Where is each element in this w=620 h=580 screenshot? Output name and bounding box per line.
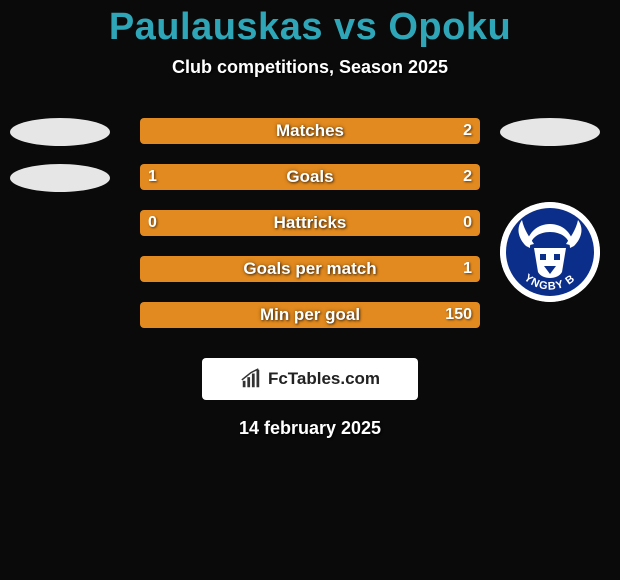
stat-bar: Min per goal 150	[140, 302, 480, 328]
stat-bar: 1 Goals 2	[140, 164, 480, 190]
page-title: Paulauskas vs Opoku	[0, 6, 620, 49]
stat-row: Goals per match 1	[0, 256, 620, 286]
stat-right-value: 1	[463, 256, 472, 282]
stat-right-value: 0	[463, 210, 472, 236]
stat-row: 0 Hattricks 0	[0, 210, 620, 240]
player-right-placeholder	[500, 118, 600, 146]
player-left-placeholder	[10, 164, 110, 192]
stat-row: Matches 2	[0, 118, 620, 148]
stat-right-value: 2	[463, 164, 472, 190]
stat-label: Goals	[140, 164, 480, 190]
stat-right-value: 150	[445, 302, 472, 328]
stat-label: Goals per match	[140, 256, 480, 282]
bar-chart-icon	[240, 368, 262, 390]
comparison-card: Paulauskas vs Opoku Club competitions, S…	[0, 0, 620, 580]
stats-area: Matches 2 1 Goals 2	[0, 118, 620, 332]
player-left-placeholder	[10, 118, 110, 146]
stat-bar: Matches 2	[140, 118, 480, 144]
stat-bar: 0 Hattricks 0	[140, 210, 480, 236]
stat-label: Hattricks	[140, 210, 480, 236]
subtitle: Club competitions, Season 2025	[0, 57, 620, 78]
date-text: 14 february 2025	[0, 418, 620, 439]
brand-card: FcTables.com	[202, 358, 418, 400]
stat-right-value: 2	[463, 118, 472, 144]
stat-label: Min per goal	[140, 302, 480, 328]
stat-row: 1 Goals 2	[0, 164, 620, 194]
stat-label: Matches	[140, 118, 480, 144]
stat-row: Min per goal 150	[0, 302, 620, 332]
brand-text: FcTables.com	[268, 369, 380, 389]
stat-bar: Goals per match 1	[140, 256, 480, 282]
